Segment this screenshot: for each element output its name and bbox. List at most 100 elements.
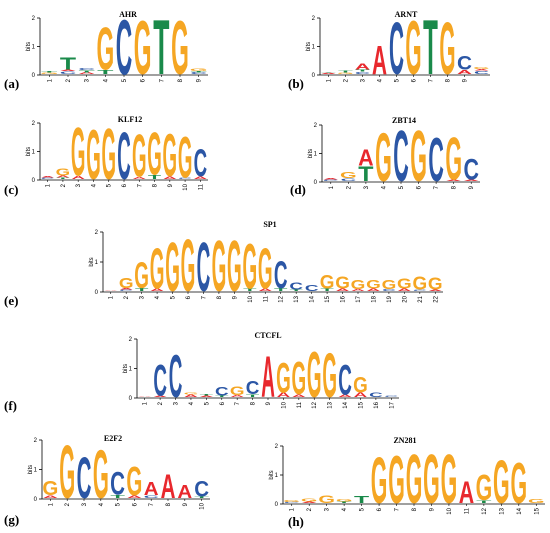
y-tick-label: 1 xyxy=(32,150,36,156)
motif-title: ARNT xyxy=(395,10,418,19)
logo-letter-G: G xyxy=(405,4,421,90)
logo-letter-A: A xyxy=(258,288,272,292)
logo-letter-G: G xyxy=(242,230,257,302)
y-axis-label: bits xyxy=(28,465,34,474)
x-tick-label: 3 xyxy=(364,185,370,189)
x-tick-label: 6 xyxy=(132,502,138,506)
x-tick-label: 7 xyxy=(149,502,155,506)
y-tick-label: 1 xyxy=(129,367,133,373)
logo-letter-T: T xyxy=(60,54,77,74)
x-tick-label: 1 xyxy=(47,78,53,82)
logo-letter-A: A xyxy=(184,394,198,398)
logo-letter-A: A xyxy=(323,178,339,180)
x-tick-label: 4 xyxy=(103,78,109,82)
logo-letter-C: C xyxy=(41,177,55,179)
logo-letter-C: C xyxy=(305,284,319,293)
logo-letter-C: C xyxy=(323,179,338,181)
x-tick-label: 8 xyxy=(153,183,159,187)
x-tick-label: 12 xyxy=(482,507,488,514)
y-axis-label: bits xyxy=(308,149,314,158)
logo-letter-A: A xyxy=(459,474,474,510)
logo-letter-A: A xyxy=(338,394,352,398)
logo-letter-T: T xyxy=(191,71,208,73)
logo-letter-C: C xyxy=(190,72,207,75)
x-tick-label: 4 xyxy=(342,507,348,511)
x-tick-label: 10 xyxy=(281,401,287,408)
logo-letter-C: C xyxy=(382,288,396,291)
x-tick-label: 8 xyxy=(412,507,418,511)
panel-label: (f) xyxy=(4,398,17,413)
y-tick-label: 2 xyxy=(95,230,99,236)
logo-letter-G: G xyxy=(147,121,162,189)
logo-letter-G: G xyxy=(212,227,227,308)
logo-letter-T: T xyxy=(148,174,162,180)
logo-letter-G: G xyxy=(441,439,458,517)
logo-letter-A: A xyxy=(354,391,368,398)
x-tick-label: 7 xyxy=(395,507,401,511)
y-tick-label: 2 xyxy=(32,121,36,127)
x-tick-label: 11 xyxy=(464,507,470,514)
panel-label: (b) xyxy=(288,76,304,91)
logo-letter-C: C xyxy=(110,465,125,502)
logo-letter-G: G xyxy=(353,373,368,398)
x-tick-label: 7 xyxy=(159,78,165,82)
logo-letter-C: C xyxy=(197,228,211,306)
x-tick-label: 16 xyxy=(374,401,380,408)
logo-letter-G: G xyxy=(493,447,510,516)
logo-letter-G: G xyxy=(445,125,462,193)
logo-letter-G: G xyxy=(291,352,306,404)
logo-letter-C: C xyxy=(215,386,229,399)
y-tick-label: 0 xyxy=(32,73,36,79)
logo-letter-C: C xyxy=(194,142,207,185)
x-tick-label: 9 xyxy=(469,185,475,189)
x-tick-label: 1 xyxy=(109,295,115,299)
y-tick-label: 0 xyxy=(34,497,38,503)
logo-letter-G: G xyxy=(351,278,366,293)
logo-letter-G: G xyxy=(178,126,193,191)
logo-letter-C: C xyxy=(153,356,167,405)
logo-letter-G: G xyxy=(190,68,208,72)
logo-letter-A: A xyxy=(43,495,58,499)
x-tick-label: 9 xyxy=(429,507,435,511)
y-axis-label: bits xyxy=(26,42,32,51)
x-tick-label: 5 xyxy=(204,401,210,405)
logo-letter-A: A xyxy=(457,69,472,76)
x-tick-label: 11 xyxy=(198,183,204,190)
logo-letter-C: C xyxy=(78,68,95,71)
x-tick-label: 2 xyxy=(124,295,130,299)
y-axis-label: bits xyxy=(89,257,95,266)
motif-title: SP1 xyxy=(263,220,276,229)
logo-letter-A: A xyxy=(133,176,147,180)
logo-letter-T: T xyxy=(354,495,370,506)
x-tick-label: 2 xyxy=(307,507,313,511)
logo-letter-C: C xyxy=(384,395,398,397)
x-tick-label: 10 xyxy=(200,502,206,509)
logo-letter-A: A xyxy=(292,393,306,397)
x-tick-label: 11 xyxy=(297,401,303,408)
logo-letter-G: G xyxy=(134,255,149,297)
logo-letter-A: A xyxy=(358,144,373,170)
logo-letter-G: G xyxy=(412,273,427,294)
x-tick-label: 21 xyxy=(418,295,424,302)
logo-letter-G: G xyxy=(366,279,381,292)
logo-letter-G: G xyxy=(320,272,335,293)
x-tick-label: 10 xyxy=(447,507,453,514)
x-tick-label: 10 xyxy=(248,295,254,302)
logo-letter-G: G xyxy=(336,498,353,502)
logo-letter-A: A xyxy=(56,175,70,178)
logo-letter-A: A xyxy=(163,176,177,180)
logo-letter-A: A xyxy=(321,73,337,75)
x-tick-label: 3 xyxy=(174,401,180,405)
logo-letter-A: A xyxy=(78,72,95,75)
y-tick-label: 0 xyxy=(32,178,36,184)
panel-label: (c) xyxy=(4,182,18,197)
logo-letter-G: G xyxy=(382,278,397,293)
x-tick-label: 2 xyxy=(346,185,352,189)
x-tick-label: 17 xyxy=(389,401,395,408)
x-tick-label: 19 xyxy=(387,295,393,302)
x-tick-label: 5 xyxy=(107,183,113,187)
logo-letter-G: G xyxy=(473,67,489,70)
